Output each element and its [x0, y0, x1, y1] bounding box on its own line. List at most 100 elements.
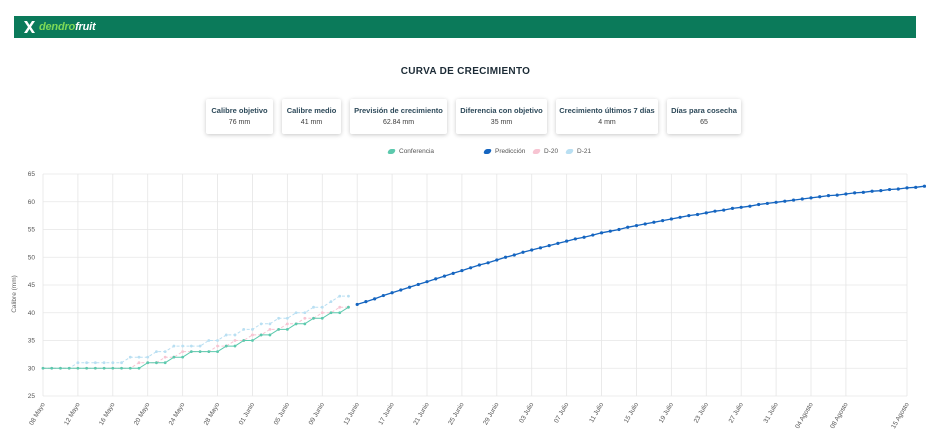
data-point-prediccion[interactable] — [425, 280, 429, 284]
data-point-prediccion[interactable] — [826, 194, 831, 198]
data-point-prediccion[interactable] — [521, 250, 525, 254]
data-point-prediccion[interactable] — [879, 189, 883, 193]
data-point-d-20[interactable] — [251, 333, 254, 337]
data-point-prediccion[interactable] — [469, 266, 473, 270]
data-point-prediccion[interactable] — [669, 217, 673, 221]
data-point-d-21[interactable] — [224, 333, 228, 337]
data-point-prediccion[interactable] — [896, 187, 900, 191]
data-point-d-21[interactable] — [172, 344, 176, 348]
data-point-d-20[interactable] — [216, 344, 219, 348]
data-point-conferencia[interactable] — [67, 366, 71, 370]
data-point-prediccion[interactable] — [652, 220, 656, 224]
data-point-d-20[interactable] — [303, 316, 307, 320]
data-point-d-21[interactable] — [251, 328, 254, 331]
data-point-prediccion[interactable] — [565, 239, 569, 243]
data-point-d-20[interactable] — [285, 322, 289, 326]
data-point-conferencia[interactable] — [198, 350, 202, 353]
data-point-conferencia[interactable] — [120, 366, 123, 370]
data-point-prediccion[interactable] — [512, 253, 516, 257]
data-point-prediccion[interactable] — [442, 274, 447, 278]
data-point-conferencia[interactable] — [163, 361, 167, 365]
legend-item-d21[interactable]: D-21 — [564, 148, 591, 155]
data-point-d-21[interactable] — [76, 361, 80, 365]
data-point-conferencia[interactable] — [102, 366, 106, 370]
data-point-d-21[interactable] — [137, 355, 141, 359]
data-point-prediccion[interactable] — [591, 233, 595, 237]
data-point-d-21[interactable] — [277, 316, 281, 320]
data-point-prediccion[interactable] — [582, 235, 586, 239]
data-point-d-21[interactable] — [329, 300, 333, 304]
data-point-prediccion[interactable] — [791, 198, 796, 202]
data-point-conferencia[interactable] — [172, 355, 176, 359]
data-point-d-20[interactable] — [320, 311, 324, 315]
data-point-conferencia[interactable] — [251, 339, 254, 342]
data-point-prediccion[interactable] — [748, 204, 752, 208]
data-point-prediccion[interactable] — [451, 271, 455, 275]
data-point-prediccion[interactable] — [870, 189, 874, 193]
data-point-prediccion[interactable] — [695, 212, 700, 217]
data-point-conferencia[interactable] — [50, 366, 54, 370]
data-point-d-21[interactable] — [320, 305, 324, 309]
data-point-conferencia[interactable] — [277, 328, 281, 331]
data-point-prediccion[interactable] — [608, 229, 612, 233]
data-point-conferencia[interactable] — [268, 333, 272, 337]
data-point-prediccion[interactable] — [416, 282, 420, 287]
data-point-conferencia[interactable] — [233, 344, 237, 348]
data-point-prediccion[interactable] — [844, 192, 848, 196]
data-point-conferencia[interactable] — [155, 361, 158, 365]
data-point-conferencia[interactable] — [285, 328, 289, 331]
data-point-prediccion[interactable] — [626, 225, 630, 229]
data-point-prediccion[interactable] — [373, 297, 377, 301]
data-point-prediccion[interactable] — [538, 246, 543, 250]
data-point-prediccion[interactable] — [355, 302, 359, 307]
data-point-prediccion[interactable] — [547, 243, 551, 248]
data-point-d-21[interactable] — [155, 350, 158, 353]
data-point-conferencia[interactable] — [128, 366, 132, 370]
data-point-d-21[interactable] — [312, 305, 315, 309]
data-point-conferencia[interactable] — [338, 311, 342, 315]
data-point-prediccion[interactable] — [661, 219, 665, 223]
data-point-prediccion[interactable] — [434, 277, 438, 281]
legend-item-d20[interactable]: D-20 — [531, 148, 558, 155]
data-point-conferencia[interactable] — [259, 333, 263, 337]
data-point-d-21[interactable] — [102, 361, 106, 365]
data-point-conferencia[interactable] — [59, 366, 62, 370]
data-point-conferencia[interactable] — [181, 355, 185, 359]
data-point-d-21[interactable] — [198, 344, 202, 348]
legend-item-conferencia[interactable]: Conferencia — [386, 148, 434, 155]
data-point-d-21[interactable] — [146, 355, 150, 359]
data-point-conferencia[interactable] — [85, 366, 89, 370]
data-point-conferencia[interactable] — [216, 350, 219, 353]
data-point-prediccion[interactable] — [783, 199, 787, 203]
data-point-conferencia[interactable] — [207, 350, 211, 353]
data-point-d-21[interactable] — [128, 355, 132, 359]
data-point-d-21[interactable] — [207, 339, 211, 342]
data-point-prediccion[interactable] — [399, 288, 403, 292]
data-point-d-21[interactable] — [93, 361, 97, 365]
data-point-d-21[interactable] — [233, 333, 237, 337]
data-point-prediccion[interactable] — [835, 193, 839, 197]
data-point-prediccion[interactable] — [800, 197, 804, 201]
data-point-prediccion[interactable] — [809, 196, 813, 200]
data-point-prediccion[interactable] — [922, 184, 927, 188]
data-point-d-20[interactable] — [181, 350, 185, 353]
data-point-prediccion[interactable] — [364, 300, 368, 304]
data-point-d-20[interactable] — [137, 361, 141, 365]
data-point-d-21[interactable] — [120, 361, 123, 365]
data-point-conferencia[interactable] — [146, 361, 150, 365]
data-point-d-21[interactable] — [338, 294, 342, 298]
data-point-d-20[interactable] — [268, 328, 272, 331]
data-point-d-21[interactable] — [181, 344, 185, 348]
data-point-prediccion[interactable] — [853, 191, 857, 195]
data-point-prediccion[interactable] — [495, 258, 499, 262]
data-point-conferencia[interactable] — [312, 316, 315, 320]
data-point-conferencia[interactable] — [137, 366, 141, 370]
data-point-prediccion[interactable] — [722, 208, 726, 212]
data-point-prediccion[interactable] — [905, 186, 909, 190]
data-point-prediccion[interactable] — [678, 215, 682, 219]
data-point-d-21[interactable] — [216, 339, 219, 342]
data-point-prediccion[interactable] — [617, 227, 621, 232]
data-point-conferencia[interactable] — [320, 316, 324, 320]
data-point-prediccion[interactable] — [914, 185, 918, 189]
data-point-d-21[interactable] — [111, 361, 115, 365]
